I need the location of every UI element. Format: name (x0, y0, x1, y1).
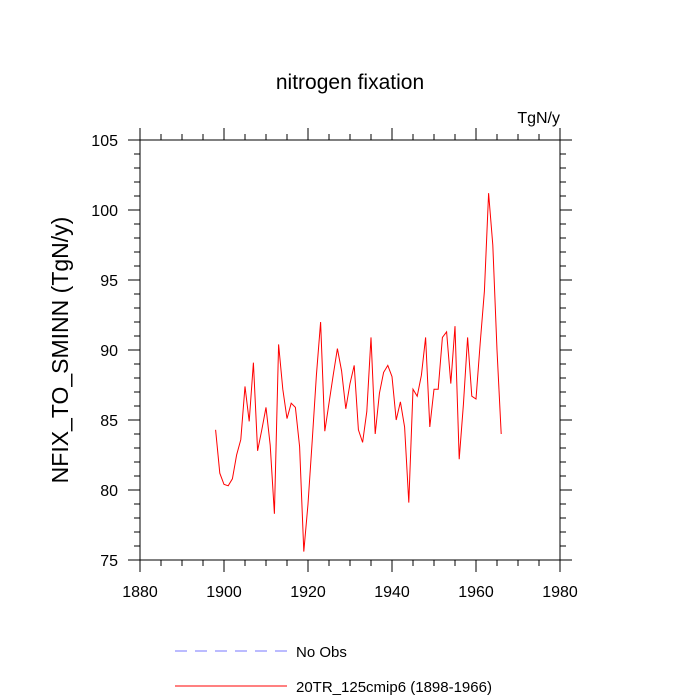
x-tick-label: 1880 (122, 584, 158, 601)
x-tick-label: 1980 (542, 584, 578, 601)
y-tick-label: 75 (100, 553, 118, 570)
x-tick-label: 1960 (458, 584, 494, 601)
y-tick-label: 90 (100, 343, 118, 360)
legend: No Obs 20TR_125cmip6 (1898-1966) (175, 644, 492, 696)
legend-label-20tr: 20TR_125cmip6 (1898-1966) (296, 679, 492, 696)
y-tick-label: 100 (91, 203, 118, 220)
y-tick-label: 95 (100, 273, 118, 290)
x-tick-label: 1940 (374, 584, 410, 601)
plot-area: 1880 1900 1920 1940 1960 1980 75 80 85 90 95 100 105 (91, 128, 578, 601)
units-label: TgN/y (517, 110, 560, 127)
y-tick-label: 80 (100, 483, 118, 500)
x-tick-label: 1900 (206, 584, 242, 601)
series-line-0 (215, 193, 502, 552)
legend-label-no-obs: No Obs (296, 644, 347, 661)
chart-title: nitrogen fixation (276, 71, 424, 94)
y-tick-label: 85 (100, 413, 118, 430)
y-axis-label: NFIX_TO_SMINN (TgN/y) (47, 217, 73, 484)
x-tick-label: 1920 (290, 584, 326, 601)
y-tick-label: 105 (91, 133, 118, 150)
